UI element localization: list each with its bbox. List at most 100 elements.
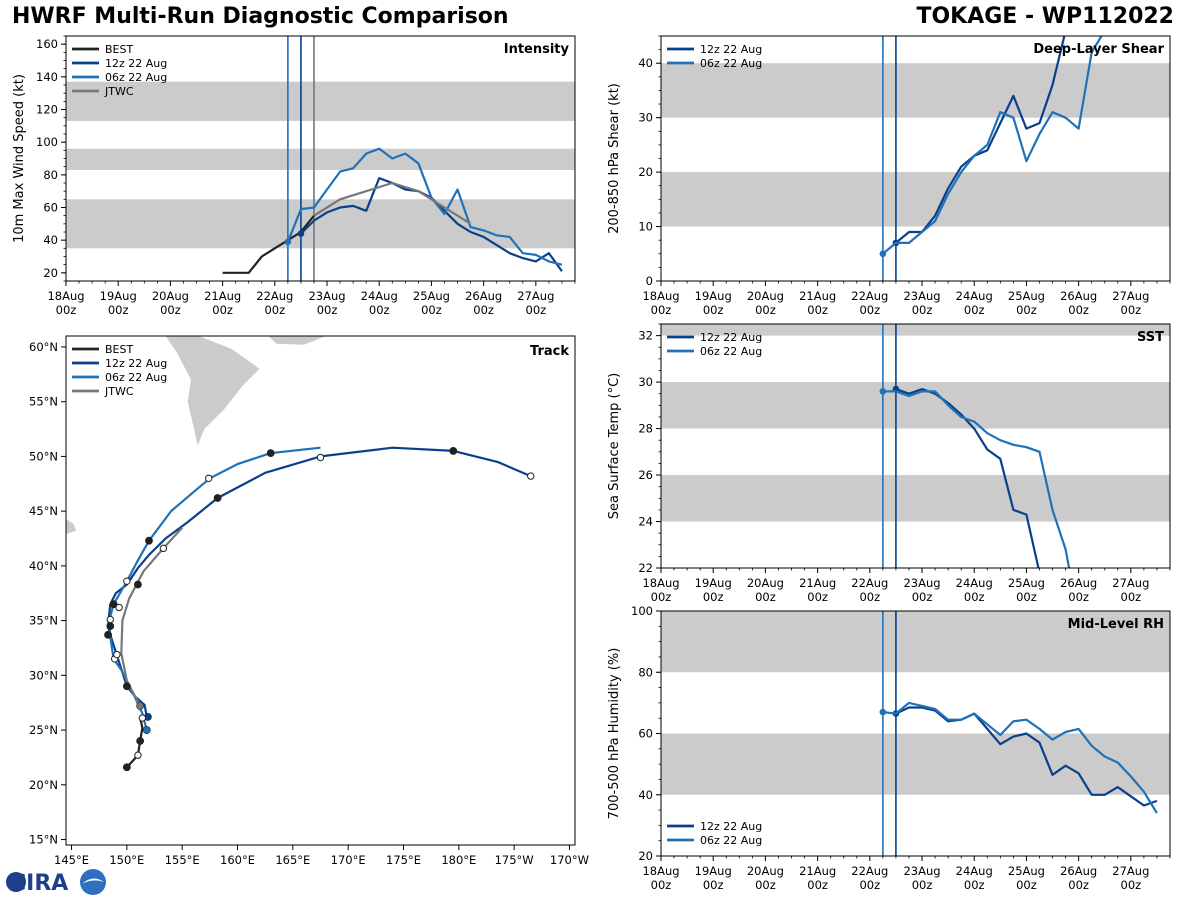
y-tick-label: 100 [36,135,58,149]
lon-tick-label: 175°W [495,853,534,867]
x-tick-label-hour: 00z [369,303,390,317]
x-tick-label-hour: 00z [755,303,776,317]
x-tick-label-hour: 00z [703,303,724,317]
lon-tick-label: 150°E [109,853,144,867]
y-tick-label: 80 [43,168,58,182]
legend-label: JTWC [104,385,134,398]
y-tick-label: 60 [638,727,653,741]
y-tick-label: 80 [638,665,653,679]
panel-title: SST [1137,330,1164,345]
y-tick-label: 20 [43,266,58,280]
x-tick-label-day: 27Aug [1112,289,1149,303]
axes-frame [65,335,576,846]
x-tick-label-hour: 00z [964,878,985,892]
track-marker-open [205,474,213,483]
shaded-band [66,148,575,170]
track-marker-filled [145,536,153,545]
x-tick-label-day: 21Aug [799,576,836,590]
x-tick-label-day: 25Aug [1008,289,1045,303]
x-tick-label-hour: 00z [912,303,933,317]
shaded-band [661,611,1170,673]
track-marker-open [316,453,325,462]
panel-title: Intensity [504,42,570,57]
x-tick-label-hour: 00z [108,303,129,317]
shaded-band [661,475,1170,522]
intensity-panel: 2040608010012014016018Aug00z19Aug00z20Au… [12,35,576,317]
x-tick-label-day: 24Aug [956,289,993,303]
logo-partner-icon [80,869,106,895]
shaded-band [66,81,575,121]
land-hokkaido [66,518,76,535]
x-tick-label-day: 23Aug [903,576,940,590]
x-tick-label-day: 20Aug [747,576,784,590]
y-axis-label: Sea Surface Temp (°C) [607,373,622,520]
x-tick-label-day: 18Aug [47,289,84,303]
legend-label: 12z 22 Aug [105,357,167,370]
x-tick-label-hour: 00z [807,303,828,317]
x-tick-label-day: 22Aug [256,289,293,303]
x-tick-label-day: 19Aug [695,289,732,303]
storm-id: TOKAGE - WP112022 [916,4,1174,29]
y-tick-label: 120 [36,103,58,117]
x-tick-label-hour: 00z [807,590,828,604]
x-tick-label-hour: 00z [703,878,724,892]
track-marker-filled [106,622,115,630]
y-axis-label: 200-850 hPa Shear (kt) [607,83,622,234]
series-line-run06 [882,36,1103,255]
x-tick-label-hour: 00z [317,303,338,317]
x-tick-label-hour: 00z [212,303,233,317]
series-line-run06 [882,701,1158,814]
x-tick-label-hour: 00z [56,303,77,317]
y-tick-label: 32 [638,329,653,343]
track-marker-open [138,714,147,722]
panel-title: Deep-Layer Shear [1033,42,1164,57]
track-marker-filled [213,494,222,502]
x-tick-label-day: 18Aug [642,576,679,590]
y-tick-label: 10 [638,220,653,234]
x-tick-label-day: 26Aug [465,289,502,303]
series-start-marker-run12 [297,230,305,237]
track-line-jtwc [120,526,184,707]
y-tick-label: 160 [36,37,58,51]
y-tick-label: 30 [638,111,653,125]
series-line-run06 [286,147,563,266]
legend-label: 06z 22 Aug [700,57,762,70]
x-tick-label-hour: 00z [1016,303,1037,317]
track-marker-filled [136,702,145,710]
lon-tick-label: 165°E [275,853,310,867]
y-tick-label: 24 [638,515,653,529]
x-tick-label-hour: 00z [859,878,880,892]
x-tick-label-day: 27Aug [517,289,554,303]
x-tick-label-day: 18Aug [642,289,679,303]
lat-tick-label: 40°N [29,559,58,573]
x-tick-label-day: 23Aug [903,864,940,878]
series-start-marker-run06 [879,388,887,395]
lon-tick-label: 170°E [331,853,366,867]
x-tick-label-hour: 00z [859,303,880,317]
x-tick-label-hour: 00z [1121,590,1142,604]
x-tick-label-hour: 00z [755,878,776,892]
x-tick-label-hour: 00z [651,590,672,604]
x-tick-label-hour: 00z [1121,878,1142,892]
track-marker-open [134,751,142,759]
lon-tick-label: 155°E [165,853,200,867]
legend-label: 12z 22 Aug [700,331,762,344]
x-tick-label-day: 20Aug [747,289,784,303]
series-line-run12 [895,706,1158,807]
sst-panel: 22242628303218Aug00z19Aug00z20Aug00z21Au… [607,323,1171,604]
x-tick-label-hour: 00z [1121,303,1142,317]
x-tick-label-day: 26Aug [1060,289,1097,303]
x-tick-label-hour: 00z [807,878,828,892]
x-tick-label-hour: 00z [964,590,985,604]
track-marker-filled [266,449,275,458]
lon-tick-label: 175°E [386,853,421,867]
legend-label: 12z 22 Aug [105,57,167,70]
track-marker-open [115,603,123,612]
track-marker-filled [142,726,151,734]
legend-label: BEST [105,343,133,356]
legend-label: 12z 22 Aug [700,820,762,833]
axes-frame [660,323,1171,569]
lat-tick-label: 20°N [29,778,58,792]
x-tick-label-day: 27Aug [1112,864,1149,878]
logo-globe-icon [6,872,26,892]
